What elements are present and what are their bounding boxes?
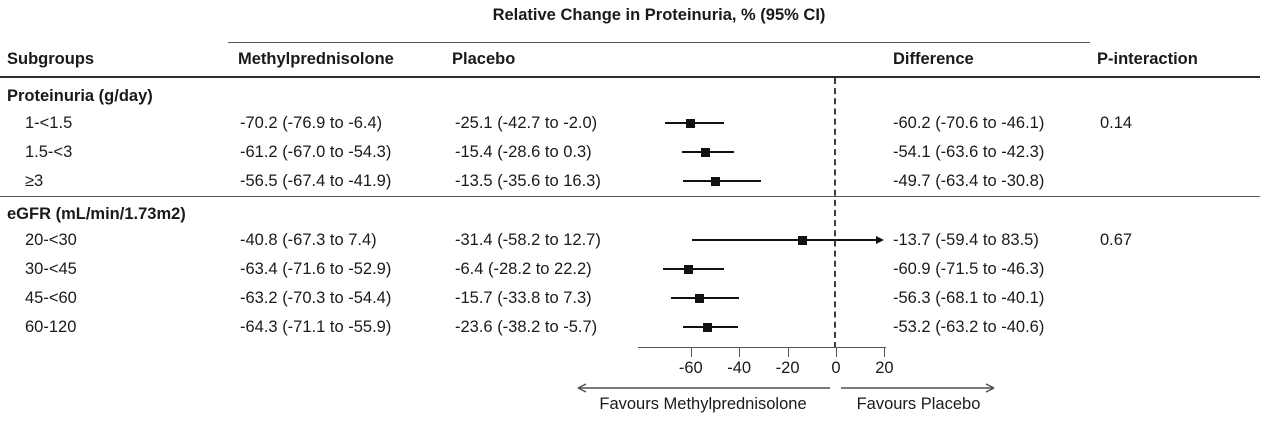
difference-ci-cell: -49.7 (-63.4 to -30.8) <box>893 172 1045 190</box>
column-header-difference: Difference <box>893 50 974 68</box>
table-row: 30-<45 -63.4 (-71.6 to -52.9) -6.4 (-28.2 … <box>0 255 1268 283</box>
table-row: 45-<60 -63.2 (-70.3 to -54.4) -15.7 (-33.8… <box>0 284 1268 312</box>
treatment-ci-cell: -70.2 (-76.9 to -6.4) <box>240 114 383 132</box>
axis-tick-label: 0 <box>831 359 841 377</box>
control-ci-cell: -25.1 (-42.7 to -2.0) <box>455 114 598 132</box>
table-row: 1-<1.5 -70.2 (-76.9 to -6.4) -25.1 (-42.7 … <box>0 109 1268 137</box>
subgroup-cell: 1-<1.5 <box>25 114 73 132</box>
axis-tick <box>690 347 692 357</box>
point-marker <box>695 293 705 303</box>
point-marker <box>798 235 808 245</box>
table-row: ≥3 -56.5 (-67.4 to -41.9) -13.5 (-35.6 to … <box>0 167 1268 195</box>
treatment-ci-cell: -63.4 (-71.6 to -52.9) <box>240 260 392 278</box>
p-interaction-cell: 0.67 <box>1100 231 1133 249</box>
ci-line <box>671 297 739 299</box>
subgroup-cell: 45-<60 <box>25 289 77 307</box>
table-row: 60-120 -64.3 (-71.1 to -55.9) -23.6 (-38.2… <box>0 313 1268 341</box>
favours-left-arrow-icon <box>577 383 830 393</box>
column-header-p-interaction: P-interaction <box>1097 50 1198 68</box>
table-row: 1.5-<3 -61.2 (-67.0 to -54.3) -15.4 (-28.6… <box>0 138 1268 166</box>
axis-tick <box>836 347 837 357</box>
difference-ci-cell: -53.2 (-63.2 to -40.6) <box>893 318 1045 336</box>
difference-ci-cell: -54.1 (-63.6 to -42.3) <box>893 143 1045 161</box>
column-header-subgroups: Subgroups <box>7 50 95 68</box>
subgroup-cell: ≥3 <box>25 172 44 190</box>
treatment-ci-cell: -63.2 (-70.3 to -54.4) <box>240 289 392 307</box>
point-marker <box>700 147 710 157</box>
group-divider-rule <box>0 196 1260 197</box>
axis-tick <box>739 347 741 357</box>
zero-reference-line <box>834 78 836 348</box>
control-ci-cell: -13.5 (-35.6 to 16.3) <box>455 172 601 190</box>
control-ci-cell: -15.4 (-28.6 to 0.3) <box>455 143 592 161</box>
axis-tick-label: -60 <box>678 359 703 377</box>
point-marker <box>684 264 694 274</box>
difference-ci-cell: -56.3 (-68.1 to -40.1) <box>893 289 1045 307</box>
ci-line <box>682 180 762 182</box>
subgroup-cell: 20-<30 <box>25 231 77 249</box>
control-ci-cell: -23.6 (-38.2 to -5.7) <box>455 318 598 336</box>
header-rule <box>0 76 1260 78</box>
favours-left-label: Favours Methylprednisolone <box>599 395 807 413</box>
figure-title: Relative Change in Proteinuria, % (95% C… <box>492 6 826 24</box>
difference-ci-cell: -60.9 (-71.5 to -46.3) <box>893 260 1045 278</box>
point-marker <box>702 322 712 332</box>
treatment-ci-cell: -64.3 (-71.1 to -55.9) <box>240 318 392 336</box>
control-ci-cell: -15.7 (-33.8 to 7.3) <box>455 289 592 307</box>
favours-right-label: Favours Placebo <box>856 395 981 413</box>
point-marker <box>685 118 695 128</box>
subgroup-cell: 1.5-<3 <box>25 143 73 161</box>
title-underline <box>228 42 1090 43</box>
axis-tick <box>884 347 886 357</box>
subgroup-cell: 60-120 <box>25 318 77 336</box>
ci-line <box>662 268 724 270</box>
treatment-ci-cell: -40.8 (-67.3 to 7.4) <box>240 231 377 249</box>
axis-tick <box>787 347 789 357</box>
treatment-ci-cell: -61.2 (-67.0 to -54.3) <box>240 143 392 161</box>
control-ci-cell: -6.4 (-28.2 to 22.2) <box>455 260 592 278</box>
table-row: 20-<30 -40.8 (-67.3 to 7.4) -31.4 (-58.2 t… <box>0 226 1268 254</box>
group-header: Proteinuria (g/day) <box>7 87 153 105</box>
favours-right-arrow-icon <box>841 383 995 393</box>
treatment-ci-cell: -56.5 (-67.4 to -41.9) <box>240 172 392 190</box>
difference-ci-cell: -13.7 (-59.4 to 83.5) <box>893 231 1039 249</box>
ci-line <box>692 239 876 241</box>
axis-tick-label: -20 <box>775 359 800 377</box>
difference-ci-cell: -60.2 (-70.6 to -46.1) <box>893 114 1045 132</box>
axis-tick-label: 20 <box>875 359 894 377</box>
point-marker <box>711 176 721 186</box>
ci-arrowhead-icon <box>876 235 884 244</box>
control-ci-cell: -31.4 (-58.2 to 12.7) <box>455 231 601 249</box>
column-header-control: Placebo <box>452 50 516 68</box>
p-interaction-cell: 0.14 <box>1100 114 1133 132</box>
column-header-treatment: Methylprednisolone <box>238 50 394 68</box>
x-axis-line <box>638 347 886 348</box>
group-header: eGFR (mL/min/1.73m2) <box>7 205 186 223</box>
axis-tick-label: -40 <box>727 359 752 377</box>
subgroup-cell: 30-<45 <box>25 260 77 278</box>
